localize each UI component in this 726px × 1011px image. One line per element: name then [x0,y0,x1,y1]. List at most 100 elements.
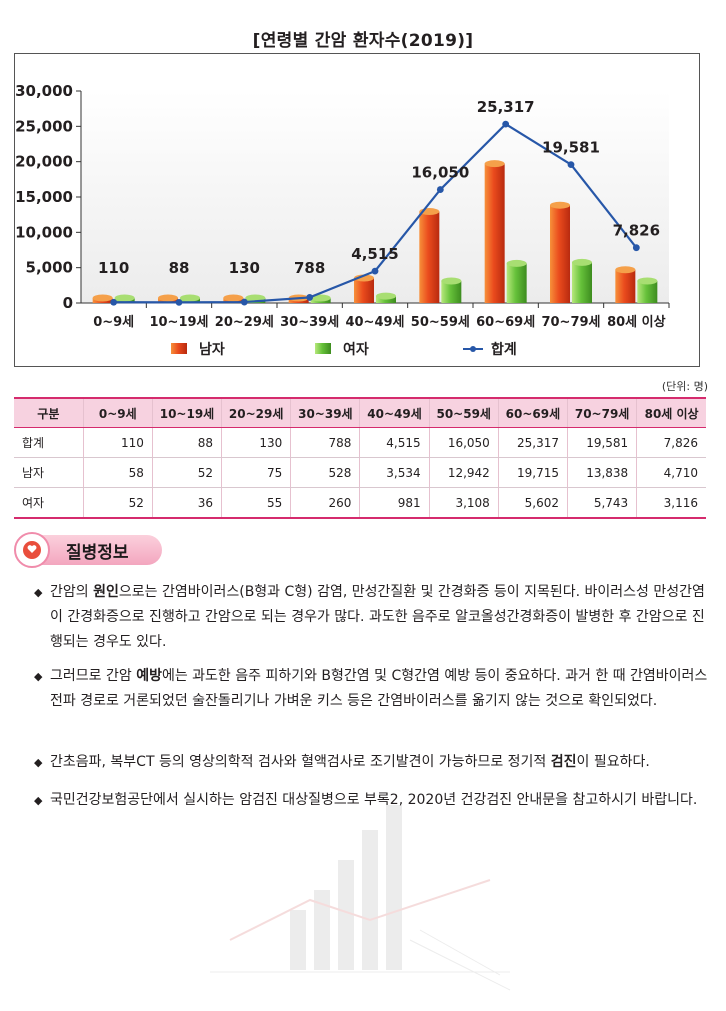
y-tick-label: 0 [63,294,73,312]
legend-label: 합계 [491,341,517,358]
x-tick-label: 10~19세 [149,315,208,330]
legend-swatch [315,343,331,354]
bar-male-cap [223,294,244,302]
chart-panel: 0 5,000 10,000 15,000 20,000 25,000 30,000 0~9세… [14,53,700,367]
heart-icon [27,545,37,553]
data-label: 130 [229,259,260,277]
bullet-text: 이 필요하다. [576,754,650,770]
bar-female-cap [245,294,266,302]
bar-female-cap [441,277,462,285]
bar-male [484,163,505,303]
bar-male-cap [158,294,178,302]
table-cell: 19,581 [566,427,637,458]
bar-male [615,269,636,303]
y-tick-label: 30,000 [15,82,73,100]
table-cell: 260 [290,487,360,519]
bar-male-cap [550,201,570,209]
table-cell: 130 [221,427,291,458]
bar-female [506,263,527,303]
table-header-cell: 70~79세 [566,397,637,428]
total-point [567,161,575,169]
table-header-cell: 10~19세 [151,397,222,428]
x-tick-label: 60~69세 [476,315,535,330]
table-header-row: 구분 0~9세 10~19세 20~29세 30~39세 40~49세 50~59세 60~6… [14,397,706,428]
badge-circle [14,532,50,568]
total-point [240,298,248,306]
bar-male-cap [484,160,505,168]
legend-label: 남자 [199,341,225,358]
table-cell: 36 [151,487,222,519]
data-label: 88 [169,259,190,277]
data-label: 25,317 [477,98,535,116]
y-tick-label: 5,000 [26,259,73,277]
bar-female-cap [180,294,200,302]
table-row: 합계 110 88 130 788 4,515 16,050 25,317 19,581 7,82… [14,427,706,458]
bar-female-cap [310,294,331,302]
info-bullet: ◆ 그러므로 간암 예방에는 과도한 음주 피하기와 B형간염 및 C형간염 예방… [34,664,712,714]
table-header-cell: 40~49세 [359,397,430,428]
x-tick-label: 70~79세 [541,315,600,330]
x-tick-label: 50~59세 [411,315,470,330]
bar-female-cap [114,294,135,302]
row-label: 합계 [14,427,84,458]
table-cell: 4,515 [359,427,430,458]
table-cell: 55 [221,487,291,519]
bar-line-chart: 0 5,000 10,000 15,000 20,000 25,000 30,000 0~9세… [15,82,670,358]
bar-female-cap [572,258,592,266]
bullet-text: 으로는 간염바이러스(B형과 C형) 감염, 만성간질환 및 간경화증 등이 지… [50,584,705,650]
table-cell: 4,710 [636,457,706,488]
bullet-text: 그러므로 간암 [50,668,137,684]
row-label: 남자 [14,457,84,488]
bar-female [572,262,592,303]
table-header-cell: 20~29세 [221,397,291,428]
table-row: 여자 52 36 55 260 981 3,108 5,602 5,743 3,116 [14,487,706,519]
table-cell: 13,838 [566,457,637,488]
data-label: 4,515 [351,245,398,263]
x-tick-label: 20~29세 [215,315,274,330]
table-cell: 75 [221,457,291,488]
data-label: 7,826 [613,222,660,240]
bar-female-cap [376,292,396,300]
y-tick-label: 10,000 [15,223,73,241]
total-point [306,294,314,301]
diamond-bullet-icon: ◆ [34,794,43,807]
disease-info-badge: 질병정보 [14,532,162,568]
table-header-cell: 80세 이상 [636,397,706,428]
table-cell: 16,050 [428,427,499,458]
plot-area [81,91,669,303]
table-cell: 3,108 [428,487,499,519]
bar-male-cap [354,274,374,282]
legend-marker [470,346,476,352]
x-tick-label: 80세 이상 [607,314,666,330]
table-cell: 25,317 [497,427,568,458]
total-point [436,186,444,193]
bullet-text: 간초음파, 복부CT 등의 영상의학적 검사와 혈액검사로 조기발견이 가능하므… [50,754,551,770]
decorative-chart-watermark [210,805,511,991]
bar-male [354,278,374,303]
table-cell: 12,942 [428,457,499,488]
table-cell: 110 [82,427,153,458]
table-cell: 788 [290,427,360,458]
table-cell: 52 [151,457,222,488]
total-point [371,267,379,275]
bar-male [419,211,440,303]
total-point [632,244,640,252]
table-header-cell: 50~59세 [428,397,499,428]
bar-male [550,205,570,303]
bar-female-cap [637,277,658,285]
table-header-cell: 구분 [14,397,84,428]
table-header-cell: 60~69세 [497,397,568,428]
data-label: 110 [98,259,129,277]
diamond-bullet-icon: ◆ [34,586,43,599]
chart-title: [연령별 간암 환자수(2019)] [252,31,474,51]
y-tick-label: 15,000 [15,188,73,206]
bullet-text: 국민건강보험공단에서 실시하는 암검진 대상질병으로 부록2, 2020년 건강… [50,792,698,808]
bullet-text: 간암의 [50,584,94,600]
table-header-cell: 30~39세 [290,397,360,428]
data-label: 19,581 [542,139,600,157]
bar-female [637,280,658,303]
bullet-keyword: 검진 [550,754,577,770]
diamond-bullet-icon: ◆ [34,670,43,683]
table-cell: 19,715 [497,457,568,488]
y-tick-label: 20,000 [15,153,73,171]
